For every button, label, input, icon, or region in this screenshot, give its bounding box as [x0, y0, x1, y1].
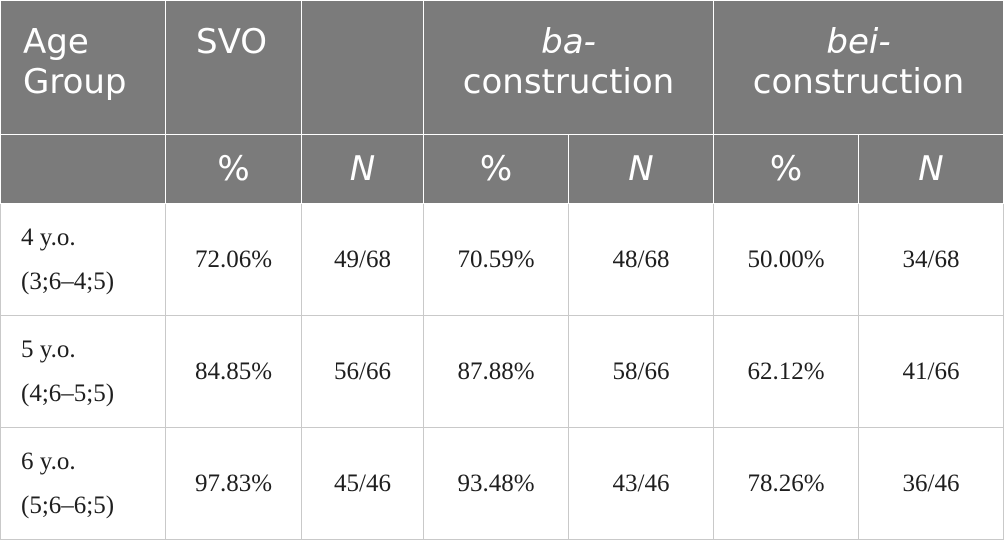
bei-n-cell: 41/66 — [858, 315, 1004, 428]
table-row: 6 y.o. (5;6–6;5) 97.83% 45/46 93.48% 43/… — [0, 427, 1004, 540]
header-age-group: Age Group — [0, 0, 166, 135]
bei-n-cell: 34/68 — [858, 203, 1004, 316]
header-bei-word: bei- — [826, 22, 891, 62]
subheader-blank — [0, 134, 166, 204]
header-row-sub: % N % N % N — [0, 134, 1004, 204]
svo-n-cell: 45/46 — [301, 427, 424, 540]
bei-pct-cell: 62.12% — [713, 315, 859, 428]
svo-n-cell: 49/68 — [301, 203, 424, 316]
subheader-svo-pct: % — [165, 134, 302, 204]
bei-pct-cell: 50.00% — [713, 203, 859, 316]
header-bei-construction: bei- construction — [713, 0, 1004, 135]
header-row-main: Age Group SVO ba- construction bei- cons… — [0, 0, 1004, 135]
subheader-bei-n: N — [858, 134, 1004, 204]
table-row: 5 y.o. (4;6–5;5) 84.85% 56/66 87.88% 58/… — [0, 315, 1004, 428]
header-ba-word: ba- — [541, 22, 596, 62]
age-cell: 4 y.o. (3;6–4;5) — [0, 203, 166, 316]
subheader-svo-n: N — [301, 134, 424, 204]
ba-n-cell: 58/66 — [568, 315, 714, 428]
age-cell: 6 y.o. (5;6–6;5) — [0, 427, 166, 540]
subheader-bei-pct: % — [713, 134, 859, 204]
svo-pct-cell: 72.06% — [165, 203, 302, 316]
svo-n-cell: 56/66 — [301, 315, 424, 428]
ba-n-cell: 43/46 — [568, 427, 714, 540]
header-svo: SVO — [165, 0, 302, 135]
ba-pct-cell: 93.48% — [423, 427, 569, 540]
subheader-ba-pct: % — [423, 134, 569, 204]
table-row: 4 y.o. (3;6–4;5) 72.06% 49/68 70.59% 48/… — [0, 203, 1004, 316]
svo-pct-cell: 84.85% — [165, 315, 302, 428]
header-blank — [301, 0, 424, 135]
ba-pct-cell: 87.88% — [423, 315, 569, 428]
header-ba-construction: ba- construction — [423, 0, 714, 135]
ba-n-cell: 48/68 — [568, 203, 714, 316]
header-bei-rest: construction — [752, 62, 965, 102]
bei-n-cell: 36/46 — [858, 427, 1004, 540]
bei-pct-cell: 78.26% — [713, 427, 859, 540]
header-ba-rest: construction — [462, 62, 675, 102]
ba-pct-cell: 70.59% — [423, 203, 569, 316]
age-cell: 5 y.o. (4;6–5;5) — [0, 315, 166, 428]
svo-pct-cell: 97.83% — [165, 427, 302, 540]
subheader-ba-n: N — [568, 134, 714, 204]
